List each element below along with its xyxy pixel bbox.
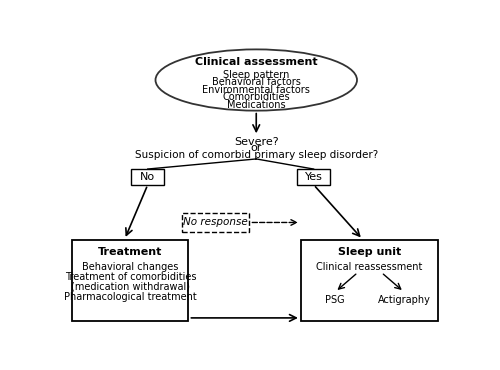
- FancyBboxPatch shape: [182, 213, 250, 232]
- Text: PSG: PSG: [326, 296, 345, 306]
- Text: or: or: [250, 143, 262, 153]
- Text: Environmental factors: Environmental factors: [202, 85, 310, 95]
- FancyBboxPatch shape: [301, 239, 438, 321]
- Text: Comorbidities: Comorbidities: [222, 92, 290, 102]
- Text: Sleep pattern: Sleep pattern: [223, 70, 290, 80]
- Text: Behavioral factors: Behavioral factors: [212, 77, 300, 87]
- Text: Yes: Yes: [304, 172, 322, 182]
- Text: Severe?: Severe?: [234, 137, 278, 147]
- Text: Pharmacological treatment: Pharmacological treatment: [64, 292, 196, 302]
- Text: Behavioral changes: Behavioral changes: [82, 262, 178, 272]
- Text: Treatment: Treatment: [98, 246, 162, 256]
- FancyBboxPatch shape: [72, 239, 188, 321]
- Text: Clinical reassessment: Clinical reassessment: [316, 262, 423, 272]
- Text: No response: No response: [183, 218, 248, 228]
- Text: Suspicion of comorbid primary sleep disorder?: Suspicion of comorbid primary sleep diso…: [134, 149, 378, 160]
- FancyBboxPatch shape: [297, 169, 330, 185]
- Text: Clinical assessment: Clinical assessment: [195, 57, 318, 67]
- Text: Treatment of comorbidities: Treatment of comorbidities: [64, 272, 196, 282]
- Text: Actigraphy: Actigraphy: [378, 296, 430, 306]
- FancyBboxPatch shape: [132, 169, 164, 185]
- Text: Medications: Medications: [227, 100, 286, 110]
- Text: (medication withdrawal): (medication withdrawal): [71, 282, 190, 292]
- Text: No: No: [140, 172, 156, 182]
- Text: Sleep unit: Sleep unit: [338, 246, 401, 256]
